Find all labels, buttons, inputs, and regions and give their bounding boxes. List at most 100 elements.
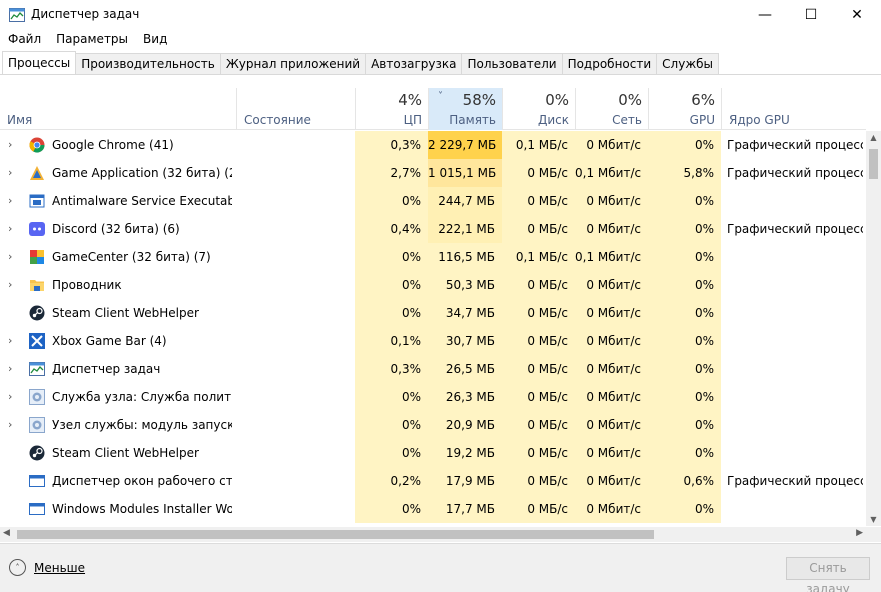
process-disk: 0 МБ/с bbox=[502, 187, 575, 215]
steam-icon bbox=[29, 305, 45, 321]
process-gpu: 0% bbox=[648, 187, 721, 215]
col-header-cpu[interactable]: 4% ЦП bbox=[355, 88, 428, 130]
process-name: Xbox Game Bar (4) bbox=[52, 334, 167, 348]
table-row[interactable]: › Google Chrome (41) 0,3% 2 229,7 МБ 0,1 МБ/… bbox=[0, 131, 866, 159]
tab-strip: Процессы Производительность Журнал прило… bbox=[2, 51, 720, 75]
horizontal-scroll-thumb[interactable] bbox=[17, 530, 654, 539]
process-memory: 17,7 МБ bbox=[428, 495, 502, 523]
scroll-left-icon[interactable]: ◀ bbox=[3, 528, 10, 538]
tab-users[interactable]: Пользователи bbox=[461, 53, 563, 74]
window-title: Диспетчер задач bbox=[31, 7, 140, 21]
task-manager-app-icon bbox=[9, 8, 25, 22]
col-header-network[interactable]: 0% Сеть bbox=[575, 88, 648, 130]
process-disk: 0 МБ/с bbox=[502, 383, 575, 411]
expand-chevron-icon[interactable]: › bbox=[8, 250, 13, 263]
col-header-gpu-label: GPU bbox=[689, 113, 715, 127]
fewer-details-button[interactable]: ˄ Меньше bbox=[9, 559, 85, 576]
process-name: GameCenter (32 бита) (7) bbox=[52, 250, 211, 264]
col-header-gpu-engine[interactable]: Ядро GPU bbox=[721, 88, 866, 130]
expand-chevron-icon[interactable]: › bbox=[8, 166, 13, 179]
expand-chevron-icon[interactable]: › bbox=[8, 362, 13, 375]
scroll-right-icon[interactable]: ▶ bbox=[856, 528, 863, 538]
table-row[interactable]: › Discord (32 бита) (6) 0,4% 222,1 МБ 0 МБ/с… bbox=[0, 215, 866, 243]
expand-chevron-icon[interactable]: › bbox=[8, 222, 13, 235]
process-name: Windows Modules Installer Wor... bbox=[52, 502, 232, 516]
col-header-memory[interactable]: ˅ 58% Память bbox=[428, 88, 502, 130]
col-header-gpu-engine-label: Ядро GPU bbox=[729, 113, 790, 127]
close-button[interactable]: ✕ bbox=[851, 7, 863, 23]
col-header-status-label: Состояние bbox=[244, 113, 311, 127]
minimize-button[interactable]: — bbox=[758, 7, 772, 23]
process-memory: 50,3 МБ bbox=[428, 271, 502, 299]
scroll-down-icon[interactable]: ▼ bbox=[870, 515, 877, 524]
table-row[interactable]: › Game Application (32 бита) (2) 2,7% 1 015… bbox=[0, 159, 866, 187]
menu-view[interactable]: Вид bbox=[143, 32, 168, 46]
table-row[interactable]: Steam Client WebHelper 0% 34,7 МБ 0 МБ/с 0 М… bbox=[0, 299, 866, 327]
col-header-name[interactable]: Имя bbox=[0, 88, 236, 130]
expand-chevron-icon[interactable]: › bbox=[8, 418, 13, 431]
table-row[interactable]: › GameCenter (32 бита) (7) 0% 116,5 МБ 0,1 М… bbox=[0, 243, 866, 271]
expand-chevron-icon[interactable]: › bbox=[8, 334, 13, 347]
table-row[interactable]: › Antimalware Service Executable 0% 244,7 М… bbox=[0, 187, 866, 215]
process-name: Antimalware Service Executable bbox=[52, 194, 232, 208]
process-network: 0 Мбит/с bbox=[575, 271, 648, 299]
col-header-disk[interactable]: 0% Диск bbox=[502, 88, 575, 130]
process-network: 0 Мбит/с bbox=[575, 383, 648, 411]
process-memory: 244,7 МБ bbox=[428, 187, 502, 215]
process-cpu: 0,3% bbox=[355, 131, 428, 159]
process-memory: 30,7 МБ bbox=[428, 327, 502, 355]
process-gpu-engine bbox=[727, 327, 863, 355]
process-gpu-engine bbox=[727, 439, 863, 467]
table-row[interactable]: ›Служба узла: Служба политик...0%26,3 МБ… bbox=[0, 383, 866, 411]
horizontal-scrollbar[interactable]: ◀ ▶ bbox=[0, 527, 866, 542]
tab-app-history[interactable]: Журнал приложений bbox=[219, 53, 367, 74]
vertical-scrollbar[interactable]: ▲ ▼ bbox=[866, 131, 881, 526]
process-gpu-engine bbox=[727, 271, 863, 299]
process-gpu: 0% bbox=[648, 243, 721, 271]
tab-performance[interactable]: Производительность bbox=[75, 53, 221, 74]
process-memory: 2 229,7 МБ bbox=[428, 131, 502, 159]
process-network: 0 Мбит/с bbox=[575, 411, 648, 439]
menu-options[interactable]: Параметры bbox=[56, 32, 129, 46]
process-memory: 19,2 МБ bbox=[428, 439, 502, 467]
process-memory: 26,3 МБ bbox=[428, 383, 502, 411]
expand-chevron-icon[interactable]: › bbox=[8, 194, 13, 207]
gear-icon bbox=[29, 417, 45, 433]
expand-chevron-icon[interactable]: › bbox=[8, 138, 13, 151]
process-cpu: 2,7% bbox=[355, 159, 428, 187]
process-gpu: 0% bbox=[648, 299, 721, 327]
menu-file[interactable]: Файл bbox=[8, 32, 42, 46]
process-gpu-engine bbox=[727, 187, 863, 215]
process-cpu: 0,1% bbox=[355, 327, 428, 355]
maximize-button[interactable]: ☐ bbox=[804, 7, 818, 23]
table-row[interactable]: › Проводник 0% 50,3 МБ 0 МБ/с 0 Мбит/с 0% bbox=[0, 271, 866, 299]
process-network: 0 Мбит/с bbox=[575, 215, 648, 243]
scroll-up-icon[interactable]: ▲ bbox=[870, 133, 877, 142]
expand-chevron-icon[interactable]: › bbox=[8, 278, 13, 291]
process-name: Google Chrome (41) bbox=[52, 138, 174, 152]
col-header-gpu[interactable]: 6% GPU bbox=[648, 88, 721, 130]
process-gpu-engine: Графический процессор bbox=[727, 166, 863, 180]
tab-details[interactable]: Подробности bbox=[561, 53, 658, 74]
table-row[interactable]: Windows Modules Installer Wor... 0% 17,7 М… bbox=[0, 495, 866, 523]
process-cpu: 0,2% bbox=[355, 467, 428, 495]
table-row[interactable]: Диспетчер окон рабочего стола 0,2%17,9 МБ… bbox=[0, 467, 866, 495]
table-row[interactable]: ›Узел службы: модуль запуска ...0%20,9 М… bbox=[0, 411, 866, 439]
window-icon bbox=[29, 501, 45, 517]
table-row[interactable]: Steam Client WebHelper 0% 19,2 МБ 0 МБ/с 0 М… bbox=[0, 439, 866, 467]
expand-chevron-icon[interactable]: › bbox=[8, 390, 13, 403]
table-row[interactable]: › Xbox Game Bar (4) 0,1% 30,7 МБ 0 МБ/с 0 Мби… bbox=[0, 327, 866, 355]
network-total: 0% bbox=[618, 91, 642, 109]
tab-startup[interactable]: Автозагрузка bbox=[365, 53, 463, 74]
table-row[interactable]: › Диспетчер задач 0,3% 26,5 МБ 0 МБ/с 0 Мбит/… bbox=[0, 355, 866, 383]
vertical-scroll-thumb[interactable] bbox=[869, 149, 878, 179]
tab-services[interactable]: Службы bbox=[656, 53, 720, 74]
end-task-button[interactable]: Снять задачу bbox=[786, 557, 870, 592]
col-header-status[interactable]: Состояние bbox=[236, 88, 355, 130]
process-gpu-engine bbox=[727, 495, 863, 523]
tab-processes[interactable]: Процессы bbox=[2, 51, 77, 74]
process-gpu: 0% bbox=[648, 439, 721, 467]
steam-icon bbox=[29, 445, 45, 461]
gpu-total: 6% bbox=[691, 91, 715, 109]
process-cpu: 0,3% bbox=[355, 355, 428, 383]
